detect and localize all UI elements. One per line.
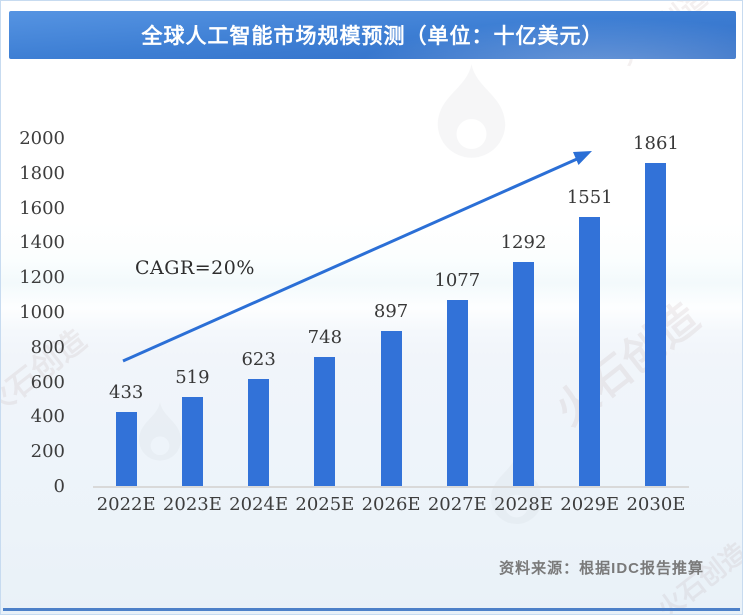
y-axis-tick-label: 1200: [19, 267, 65, 289]
bar-value-label: 1861: [633, 133, 679, 154]
x-axis-label: 2025E: [295, 494, 355, 515]
y-axis-tick-label: 800: [30, 336, 65, 358]
y-axis-tick-label: 1400: [19, 232, 65, 254]
y-axis-tick-label: 1600: [19, 197, 65, 219]
source-note: 资料来源：根据IDC报告推算: [499, 560, 704, 577]
x-axis-label: 2026E: [361, 494, 421, 515]
bar-2025E: [314, 357, 336, 487]
y-axis-tick-label: 1000: [19, 302, 65, 323]
watermark-brand-text: 火石创造: [546, 293, 708, 435]
x-axis-label: 2027E: [427, 494, 487, 515]
bar-value-label: 519: [175, 367, 210, 388]
bar-2027E: [446, 300, 468, 487]
y-axis-tick-label: 0: [53, 476, 65, 497]
bar-2028E: [513, 262, 535, 487]
bar-2030E: [645, 163, 667, 487]
bottom-accent-line: [3, 608, 740, 611]
x-axis-line: [93, 486, 689, 488]
x-axis-label: 2024E: [229, 494, 289, 515]
bar-2023E: [181, 397, 203, 487]
bar-value-label: 748: [307, 327, 343, 348]
chart-title-bar: 全球人工智能市场规模预测（单位：十亿美元）: [9, 11, 736, 59]
y-axis-tick-label: 400: [30, 406, 65, 428]
watermark-flame-icon: [437, 64, 506, 158]
bar-value-label: 433: [109, 382, 144, 403]
cagr-annotation: CAGR=20%: [135, 257, 255, 279]
bar-2022E: [115, 412, 137, 487]
bar-value-label: 1292: [500, 232, 547, 253]
chart-title: 全球人工智能市场规模预测（单位：十亿美元）: [141, 25, 604, 48]
bar-2029E: [579, 217, 601, 487]
bar-value-label: 1551: [566, 187, 613, 208]
x-axis-label: 2028E: [494, 494, 553, 515]
y-axis-tick-label: 1800: [19, 162, 65, 184]
y-axis-tick-label: 600: [30, 371, 65, 393]
bar-2026E: [380, 331, 402, 487]
y-axis-tick-label: 2000: [19, 128, 65, 149]
x-axis-label: 2029E: [560, 494, 620, 515]
x-axis-label: 2023E: [162, 494, 222, 515]
bar-value-label: 623: [241, 349, 276, 370]
bar-value-label: 897: [373, 301, 409, 322]
x-axis-label: 2022E: [96, 494, 156, 515]
y-axis-tick-label: 200: [30, 441, 65, 463]
bar-value-label: 1077: [434, 270, 481, 291]
bar-2024E: [248, 379, 270, 487]
x-axis-label: 2030E: [626, 494, 686, 515]
